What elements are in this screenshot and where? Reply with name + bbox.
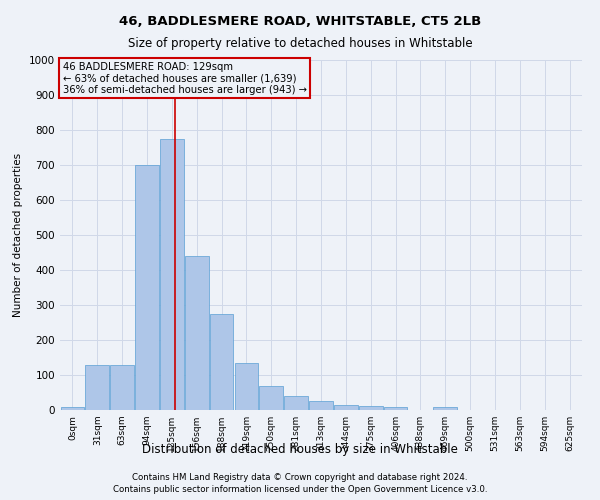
Bar	[110, 365, 134, 410]
Bar	[284, 396, 308, 410]
Bar	[61, 407, 84, 410]
Bar	[384, 407, 407, 410]
Bar	[185, 256, 209, 410]
Y-axis label: Number of detached properties: Number of detached properties	[13, 153, 23, 317]
Bar	[334, 406, 358, 410]
Text: Contains public sector information licensed under the Open Government Licence v3: Contains public sector information licen…	[113, 485, 487, 494]
Text: Contains HM Land Registry data © Crown copyright and database right 2024.: Contains HM Land Registry data © Crown c…	[132, 474, 468, 482]
Bar	[359, 406, 383, 410]
Bar	[135, 165, 159, 410]
Bar	[160, 138, 184, 410]
Text: Distribution of detached houses by size in Whitstable: Distribution of detached houses by size …	[142, 442, 458, 456]
Text: Size of property relative to detached houses in Whitstable: Size of property relative to detached ho…	[128, 38, 472, 51]
Bar	[210, 314, 233, 410]
Bar	[235, 363, 258, 410]
Bar	[85, 365, 109, 410]
Bar	[309, 401, 333, 410]
Bar	[259, 386, 283, 410]
Text: 46 BADDLESMERE ROAD: 129sqm
← 63% of detached houses are smaller (1,639)
36% of : 46 BADDLESMERE ROAD: 129sqm ← 63% of det…	[62, 62, 307, 95]
Bar	[433, 406, 457, 410]
Text: 46, BADDLESMERE ROAD, WHITSTABLE, CT5 2LB: 46, BADDLESMERE ROAD, WHITSTABLE, CT5 2L…	[119, 15, 481, 28]
